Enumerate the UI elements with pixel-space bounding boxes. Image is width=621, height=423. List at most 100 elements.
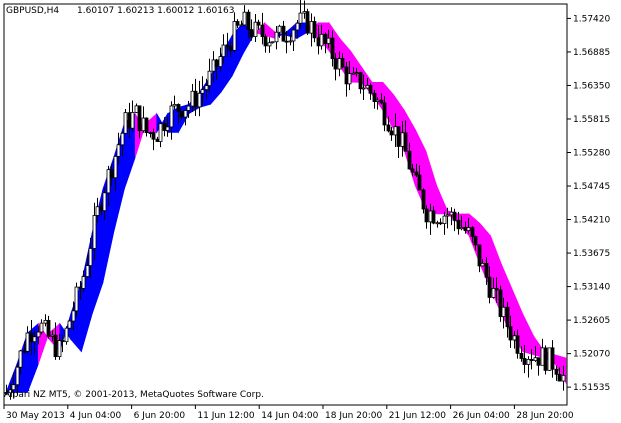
ohlc-label: 1.60107 1.60213 1.60012 1.60163 <box>77 6 234 16</box>
candle-body <box>120 132 125 146</box>
candle-body <box>344 66 349 85</box>
candle-body <box>323 33 328 44</box>
candle-body <box>242 11 247 26</box>
candle-body <box>445 214 450 217</box>
candle-body <box>547 347 552 371</box>
cloud-layer <box>5 21 567 393</box>
candle-body <box>379 99 384 104</box>
candle-body <box>337 58 342 70</box>
candle-body <box>232 21 237 51</box>
candle-body <box>39 322 44 333</box>
candle-body <box>32 336 37 343</box>
candle-body <box>316 37 321 47</box>
candle-body <box>15 366 20 386</box>
candle-body <box>498 289 503 317</box>
candle-body <box>529 358 534 362</box>
candle-body <box>74 286 79 312</box>
candle-body <box>368 85 373 94</box>
candle-body <box>375 99 380 102</box>
candle-body <box>442 215 447 225</box>
candle-body <box>540 347 545 366</box>
candle-body <box>393 126 398 136</box>
cloud-segment-down <box>436 185 448 215</box>
candle-body <box>480 262 485 267</box>
time-axis[interactable]: 30 May 2013 4 Jun 04:00 6 Jun 20:00 11 Jun … <box>3 405 574 421</box>
candle-body <box>88 248 93 267</box>
cloud-segment-down <box>264 22 276 39</box>
x-tick-label: 11 Jun 12:00 <box>197 411 254 421</box>
x-tick-label: 28 Jun 20:00 <box>516 411 573 421</box>
candle-body <box>358 72 363 90</box>
candle-body <box>81 276 86 289</box>
candle-body <box>456 220 461 230</box>
candle-body <box>165 126 170 131</box>
candle-body <box>46 319 51 337</box>
candle-body <box>256 21 261 26</box>
candle-body <box>487 276 492 298</box>
candle-body <box>557 373 562 382</box>
y-tick-label: 1.56885 <box>573 48 610 58</box>
candle-body <box>291 29 296 42</box>
y-tick-label: 1.54745 <box>573 182 610 192</box>
candle-body <box>200 89 205 94</box>
candle-body <box>298 12 303 24</box>
candle-body <box>218 56 223 67</box>
candle-body <box>239 24 244 27</box>
candle-body <box>515 335 520 354</box>
candle-body <box>424 208 429 223</box>
candle-body <box>144 117 149 133</box>
y-tick-label: 1.54210 <box>573 216 610 226</box>
plot-frame <box>3 3 568 406</box>
candle-body <box>64 327 69 343</box>
candle-body <box>305 11 310 34</box>
candle-body <box>179 110 184 118</box>
y-tick-label: 1.57420 <box>573 14 610 24</box>
candle-body <box>176 104 181 112</box>
candle-body <box>197 92 202 108</box>
candle-body <box>130 112 135 129</box>
candle-body <box>50 334 55 337</box>
candle-body <box>134 105 139 113</box>
candle-body <box>403 132 408 152</box>
candle-body <box>53 334 58 358</box>
candle-body <box>417 174 422 191</box>
candle-body <box>99 206 104 212</box>
candle-body <box>151 132 156 140</box>
y-tick-label: 1.51535 <box>573 383 610 393</box>
cloud-segment-down <box>425 151 438 215</box>
candle-body <box>508 326 513 341</box>
x-tick-label: 6 Jun 20:00 <box>134 411 186 421</box>
candle-body <box>113 155 118 179</box>
candle-body <box>351 72 356 75</box>
candle-body <box>253 21 258 37</box>
x-tick-label: 14 Jun 04:00 <box>261 411 318 421</box>
candle-body <box>400 132 405 147</box>
candle-body <box>207 70 212 87</box>
candle-body <box>421 189 426 210</box>
candle-body <box>309 21 314 34</box>
candle-body <box>211 59 216 72</box>
candle-body <box>109 169 114 179</box>
candle-body <box>225 44 230 47</box>
price-axis[interactable]: 1.57420 1.56885 1.56350 1.55815 1.55280 1.547… <box>567 14 610 393</box>
candle-body <box>333 58 338 70</box>
candle-body <box>484 262 489 278</box>
candle-body <box>284 40 289 43</box>
candle-body <box>71 310 76 322</box>
candle-body <box>267 42 272 47</box>
candle-body <box>246 11 251 30</box>
candle-body <box>536 357 541 366</box>
candle-body <box>463 227 468 231</box>
candle-body <box>43 319 48 324</box>
candle-body <box>522 358 527 365</box>
candle-body <box>281 25 286 42</box>
x-tick-label: 4 Jun 04:00 <box>70 411 122 421</box>
candle-body <box>137 105 142 132</box>
candle-body <box>123 112 128 134</box>
x-tick-label: 26 Jun 04:00 <box>453 411 510 421</box>
candle-body <box>561 374 566 382</box>
candle-body <box>235 21 240 26</box>
candle-body <box>491 288 496 298</box>
